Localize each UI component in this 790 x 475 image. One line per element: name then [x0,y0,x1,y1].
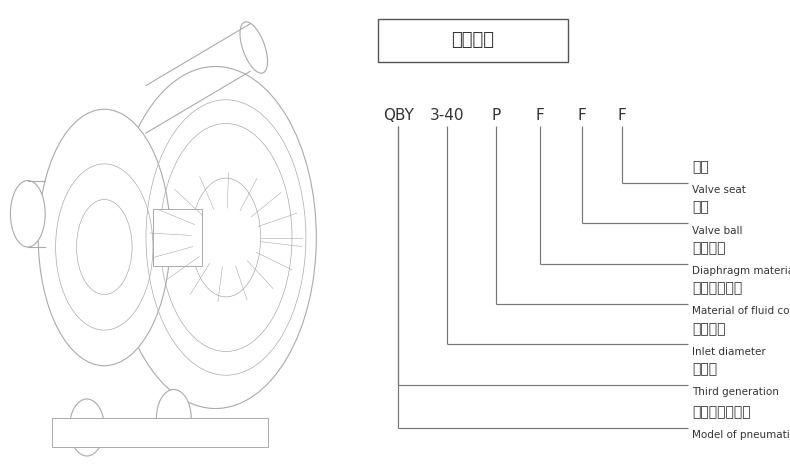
Text: Valve ball: Valve ball [692,226,743,236]
FancyBboxPatch shape [378,19,568,62]
Text: 阀球: 阀球 [692,201,709,215]
Text: 气动隔膜泵型号: 气动隔膜泵型号 [692,405,750,419]
Text: 进料口径: 进料口径 [692,322,725,336]
Ellipse shape [240,22,268,73]
Text: Model of pneumatic diaphragm pump: Model of pneumatic diaphragm pump [692,430,790,440]
Text: Inlet diameter: Inlet diameter [692,347,766,357]
Text: 型号说明: 型号说明 [451,31,495,49]
Bar [153,209,201,266]
Text: Diaphragm materials: Diaphragm materials [692,266,790,276]
Text: Valve seat: Valve seat [692,185,746,195]
Text: 过流部件材质: 过流部件材质 [692,282,742,295]
Text: 隔膜材质: 隔膜材质 [692,241,725,255]
Text: F: F [536,108,544,124]
Text: 阀座: 阀座 [692,161,709,174]
Text: QBY: QBY [383,108,414,124]
Ellipse shape [115,66,316,408]
Text: 第三代: 第三代 [692,362,717,376]
Text: P: P [491,108,500,124]
Ellipse shape [10,180,45,247]
Text: 3-40: 3-40 [430,108,465,124]
Text: Material of fluid contact part: Material of fluid contact part [692,306,790,316]
Text: Third generation: Third generation [692,387,779,397]
Text: F: F [577,108,586,124]
Ellipse shape [70,399,104,456]
Ellipse shape [38,109,171,366]
Ellipse shape [156,390,191,446]
Bar [52,418,268,446]
Text: F: F [618,108,626,124]
